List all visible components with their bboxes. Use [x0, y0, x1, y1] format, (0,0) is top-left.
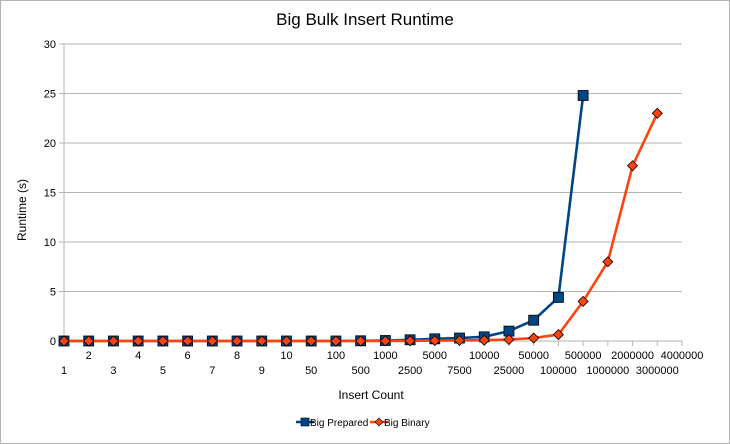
- data-point: [577, 90, 589, 101]
- x-tick-label: 25000: [494, 365, 525, 377]
- data-point: [305, 335, 317, 347]
- series-line-2: [64, 112, 659, 343]
- x-tick-label: 3000000: [636, 365, 679, 377]
- y-tick-label: 5: [50, 287, 56, 299]
- data-point: [602, 256, 614, 268]
- gridlines: [64, 43, 682, 292]
- data-point: [379, 335, 391, 347]
- y-tick-label: 0: [50, 336, 56, 348]
- x-tick-label: 500: [351, 365, 369, 377]
- data-point: [552, 328, 564, 341]
- y-tick-label: 25: [44, 89, 56, 101]
- x-tick-label: 5000: [423, 350, 447, 362]
- data-point: [107, 335, 120, 347]
- data-point: [429, 335, 441, 347]
- axes: [59, 43, 683, 346]
- x-tick-label: 10000: [469, 350, 500, 362]
- data-point: [528, 332, 540, 344]
- y-tick-label: 10: [44, 237, 56, 249]
- x-tick-label: 1: [61, 365, 67, 377]
- data-point: [478, 334, 490, 346]
- legend-marker: [300, 417, 310, 427]
- data-point: [206, 335, 218, 347]
- y-tick-label: 30: [44, 39, 56, 51]
- x-tick-label: 10: [280, 350, 292, 362]
- x-tick-label: 1000000: [586, 365, 629, 377]
- y-tick-label: 20: [44, 138, 56, 150]
- data-point: [503, 333, 515, 346]
- data-point: [182, 335, 194, 347]
- data-point: [553, 292, 564, 303]
- x-tick-label: 4: [135, 350, 141, 362]
- x-tick-label: 50: [305, 365, 317, 377]
- series: [58, 90, 663, 347]
- data-point: [280, 335, 293, 347]
- legend-label: Big Binary: [384, 418, 430, 429]
- x-tick-label: 8: [234, 350, 240, 362]
- x-tick-label: 6: [185, 350, 191, 362]
- data-point: [404, 335, 416, 347]
- data-point: [157, 335, 169, 347]
- y-axis-ticks: 0 5 10 15 20 25 30: [44, 39, 56, 348]
- x-tick-label: 7: [209, 365, 215, 377]
- legend: Big Prepared Big Binary: [296, 417, 430, 429]
- y-tick-label: 15: [44, 188, 56, 200]
- x-tick-label: 2000000: [611, 350, 654, 362]
- x-axis-title: Insert Count: [338, 388, 404, 402]
- data-point: [626, 160, 639, 172]
- series-line-1: [64, 95, 585, 343]
- x-tick-label: 500000: [565, 350, 602, 362]
- data-point: [330, 335, 342, 347]
- data-point: [577, 295, 589, 307]
- legend-marker: [374, 417, 384, 427]
- x-tick-label: 5: [160, 365, 166, 377]
- x-tick-label: 2500: [398, 365, 422, 377]
- x-tick-label: 100: [327, 350, 345, 362]
- chart-title: Big Bulk Insert Runtime: [276, 10, 454, 29]
- data-point: [231, 335, 243, 347]
- x-tick-label: 100000: [540, 365, 577, 377]
- data-point: [528, 314, 540, 326]
- x-tick-label: 1000: [373, 350, 397, 362]
- x-tick-label: 3: [110, 365, 116, 377]
- data-point: [256, 335, 268, 347]
- legend-label: Big Prepared: [310, 418, 368, 429]
- data-point: [132, 335, 144, 347]
- data-point: [58, 335, 70, 347]
- data-point: [355, 335, 367, 347]
- x-tick-label: 7500: [447, 365, 471, 377]
- data-point: [453, 334, 466, 346]
- y-axis-title: Runtime (s): [15, 179, 29, 241]
- data-point: [83, 335, 95, 347]
- x-tick-label: 50000: [518, 350, 549, 362]
- x-tick-label: 2: [86, 350, 92, 362]
- x-tick-label: 4000000: [661, 350, 704, 362]
- data-point: [651, 107, 663, 119]
- x-tick-label: 9: [259, 365, 265, 377]
